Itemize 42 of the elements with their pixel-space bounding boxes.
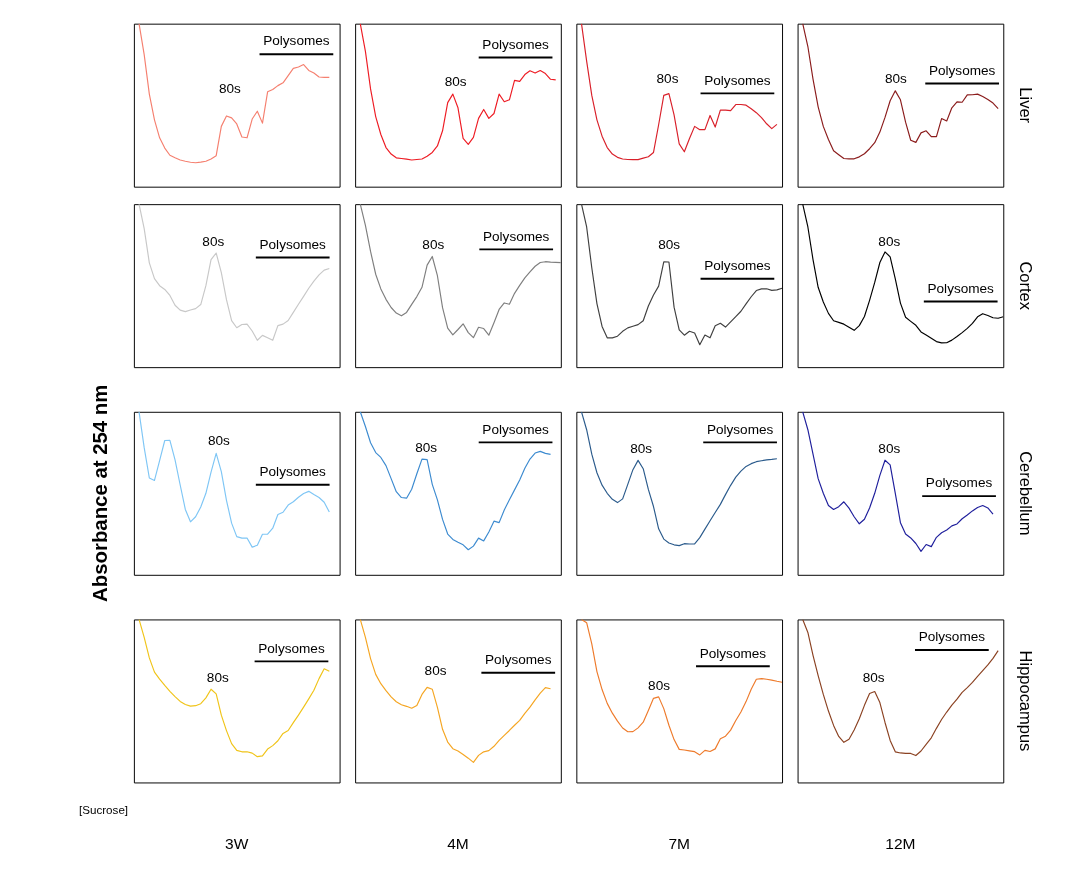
x-axis-title: 12M bbox=[885, 835, 916, 853]
annotation: 80s bbox=[444, 74, 467, 90]
annotation: 80s bbox=[658, 236, 681, 252]
annotation: Polysomes bbox=[699, 645, 767, 661]
annotation: 80s bbox=[202, 233, 225, 249]
annotation: 80s bbox=[630, 441, 653, 457]
annotation: 80s bbox=[648, 678, 671, 694]
annotation: Polysomes bbox=[258, 640, 325, 656]
annotation: 80s bbox=[422, 236, 445, 252]
annotation: Polysomes bbox=[485, 652, 552, 668]
annotation: 80s bbox=[862, 670, 885, 686]
annotation: 80s bbox=[656, 70, 679, 86]
annotation: Polysomes bbox=[704, 72, 771, 88]
annotation: Polysomes bbox=[928, 62, 996, 78]
annotation: 80s bbox=[207, 433, 231, 449]
y2-axis-title: Cortex bbox=[1016, 261, 1035, 311]
annotation: Polysomes bbox=[482, 228, 550, 244]
annotation: Polysomes bbox=[704, 257, 771, 273]
y2-axis-title: Hippocampus bbox=[1016, 650, 1035, 752]
x-axis-title: 3W bbox=[225, 835, 249, 853]
annotation: 80s bbox=[878, 441, 901, 457]
annotation: Polysomes bbox=[927, 280, 995, 296]
annotation: 80s bbox=[878, 233, 901, 249]
annotation: Polysomes bbox=[918, 629, 986, 645]
annotation: 80s bbox=[206, 670, 229, 686]
annotation: 80s bbox=[219, 80, 242, 96]
annotation: 80s bbox=[424, 663, 447, 679]
annotation: 80s bbox=[415, 439, 438, 455]
annotation: Polysomes bbox=[263, 33, 330, 49]
annotation: Polysomes bbox=[482, 421, 549, 437]
y-axis-title: Absorbance at 254 nm bbox=[88, 384, 111, 602]
x-axis-title: 7M bbox=[668, 835, 690, 853]
x-axis-title: 4M bbox=[447, 835, 469, 853]
annotation: Polysomes bbox=[259, 464, 327, 479]
y2-axis-title: Cerebellum bbox=[1016, 451, 1035, 536]
annotation: Polysomes bbox=[706, 421, 774, 437]
annotation: Polysomes bbox=[259, 236, 327, 252]
annotation: 80s bbox=[884, 70, 908, 86]
annotation: Polysomes bbox=[925, 475, 993, 491]
text: [Sucrose] bbox=[78, 802, 129, 816]
y2-axis-title: Liver bbox=[1016, 87, 1035, 124]
annotation: Polysomes bbox=[482, 36, 549, 52]
